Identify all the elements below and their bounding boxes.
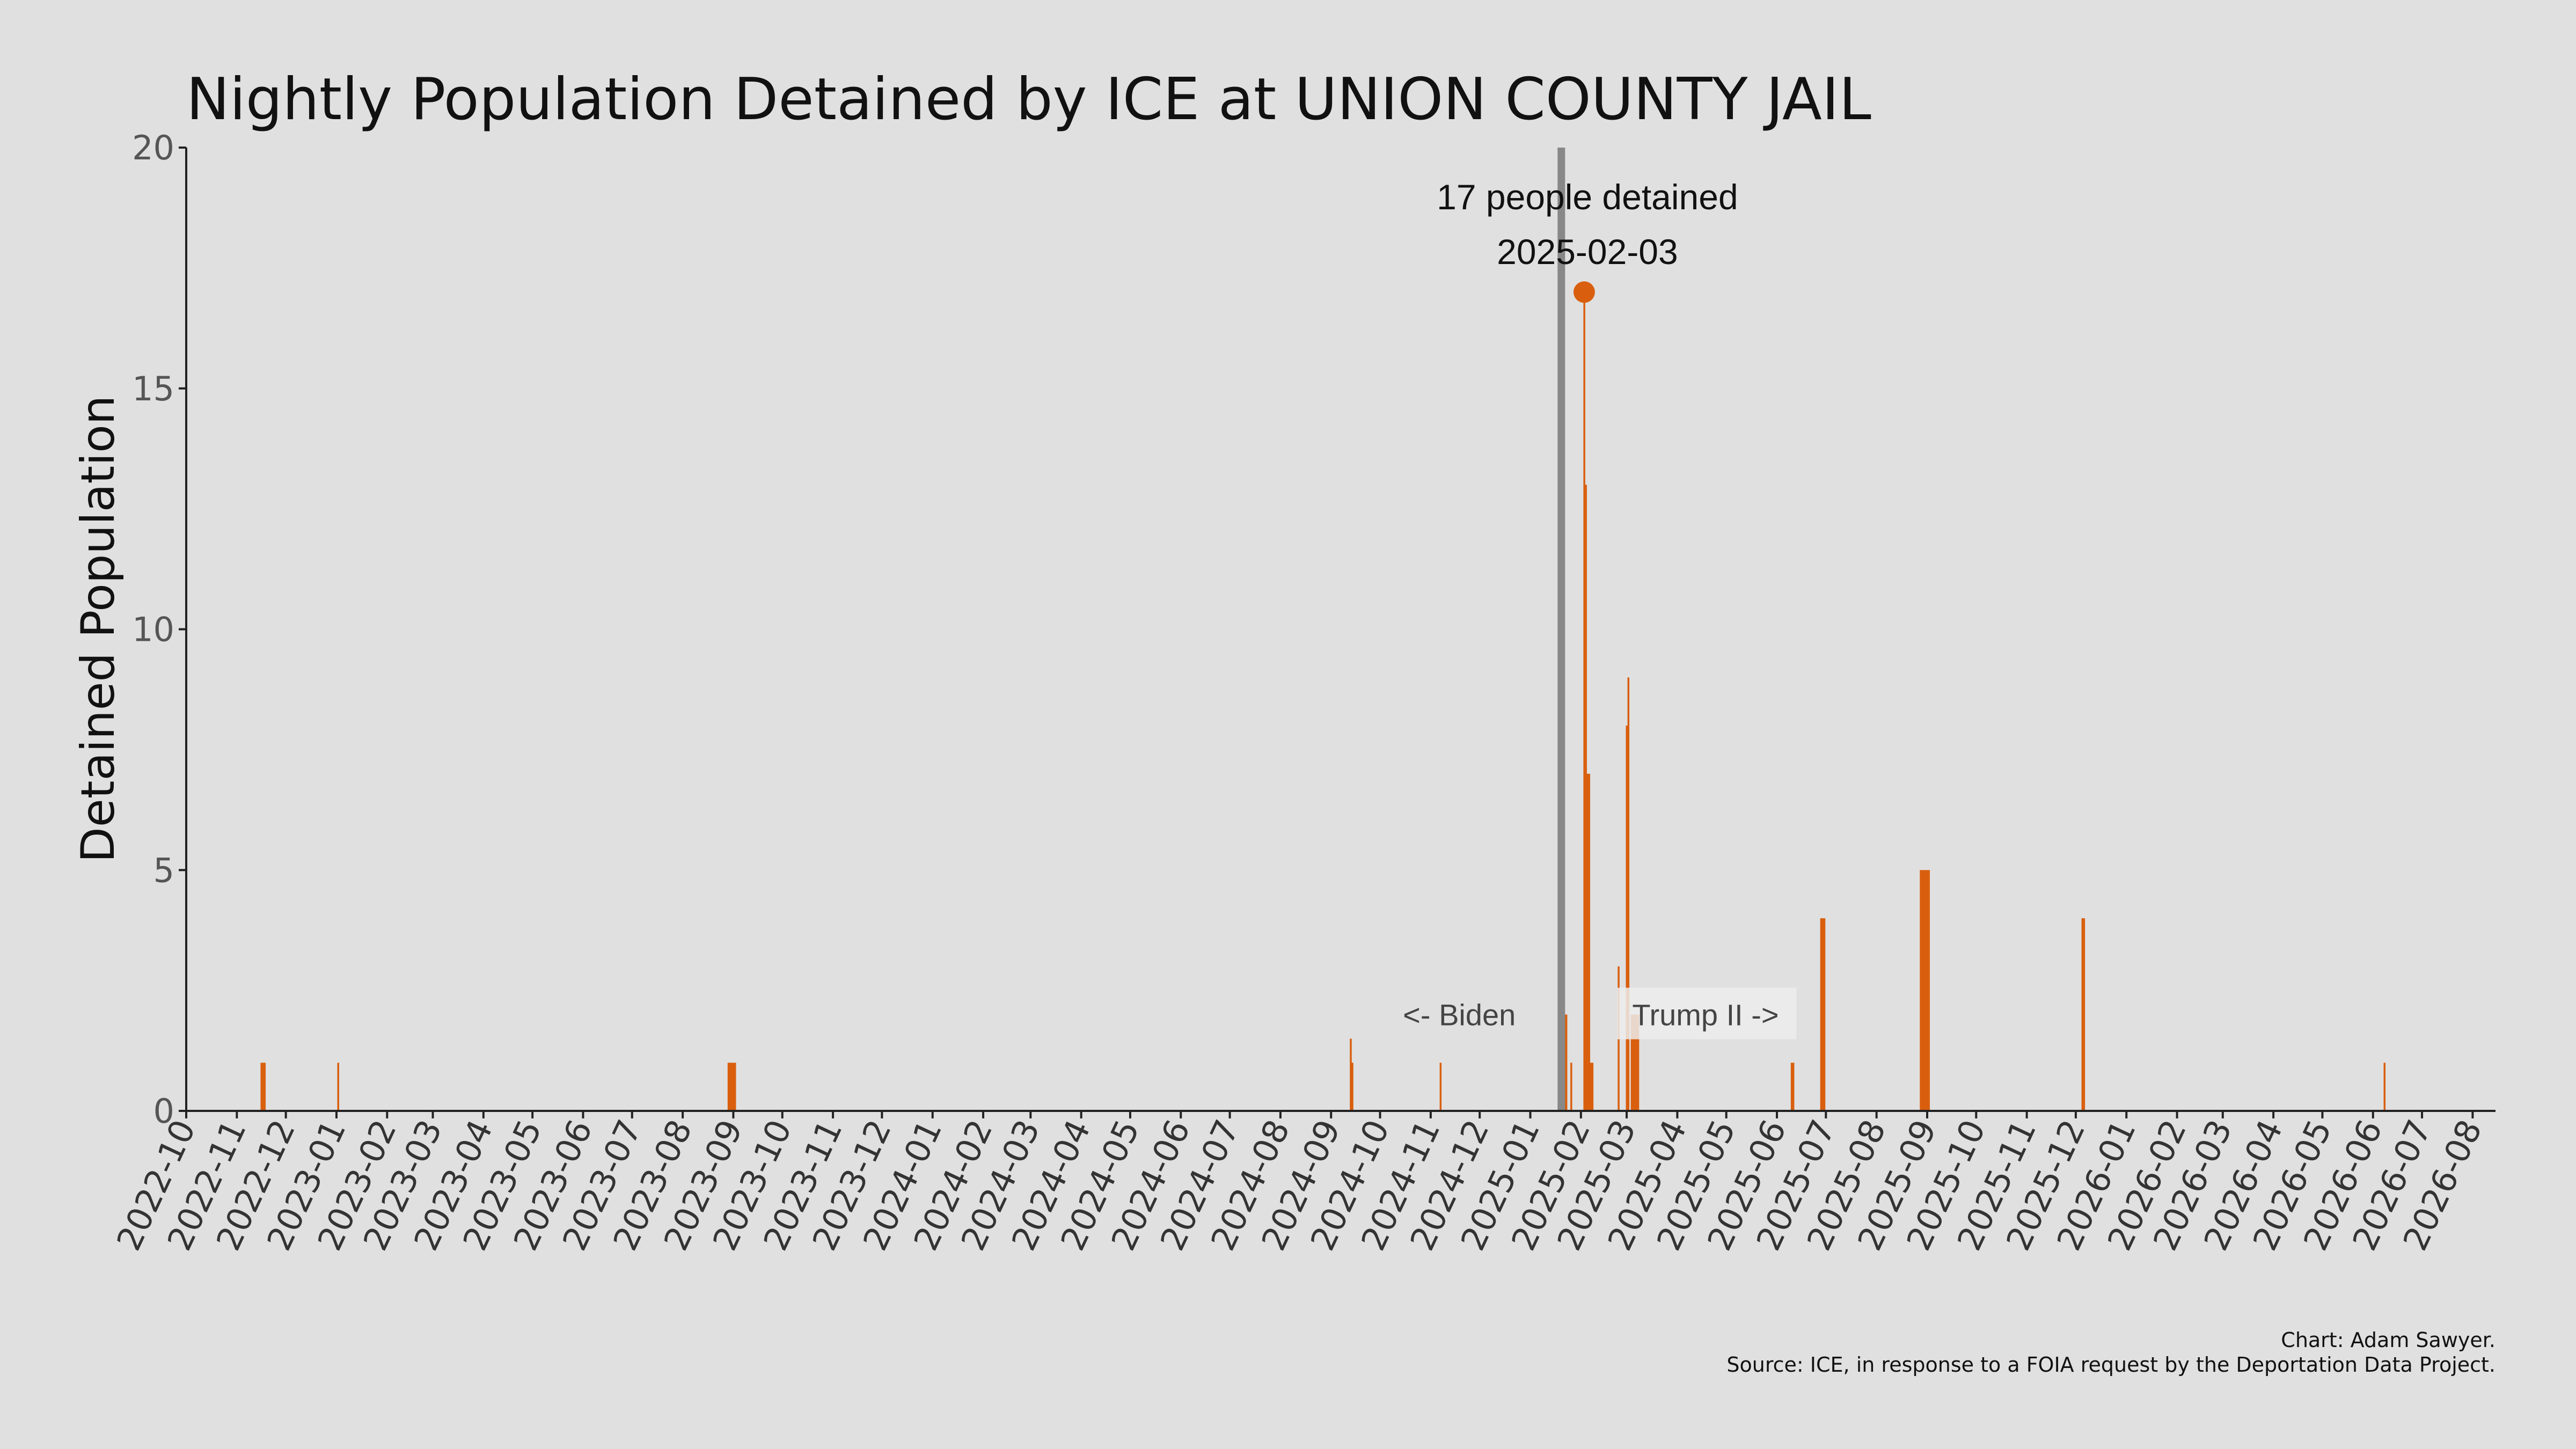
data-bar <box>1923 870 1925 1111</box>
peak-annotation-date: 2025-02-03 <box>1497 232 1678 272</box>
data-bar <box>262 1063 265 1111</box>
data-bar <box>1626 726 1628 1111</box>
data-bar <box>1351 1063 1353 1111</box>
data-bar <box>1350 1038 1352 1111</box>
peak-marker <box>1573 281 1595 303</box>
data-bar <box>1591 1063 1594 1111</box>
data-bar <box>1921 870 1923 1111</box>
data-bar <box>2383 1063 2386 1111</box>
data-bar <box>732 1063 735 1111</box>
data-bar <box>1439 1063 1442 1111</box>
chart-title: Nightly Population Detained by ICE at UN… <box>186 66 1871 133</box>
data-bar <box>1920 870 1922 1111</box>
y-tick-label: 0 <box>153 1092 174 1131</box>
data-bar <box>1928 870 1930 1111</box>
era-label-trump-background <box>1617 987 1797 1040</box>
y-tick-label: 10 <box>132 610 174 649</box>
data-bar <box>1630 1014 1633 1111</box>
data-bar <box>264 1063 266 1111</box>
bars-layer <box>260 292 2386 1111</box>
data-bar <box>1565 1014 1568 1111</box>
annotations-layer: 17 people detained 2025-02-03 <- Biden Trum… <box>1403 177 1797 1040</box>
data-bar <box>1627 677 1630 1111</box>
data-bar <box>260 1063 262 1111</box>
axes-layer <box>185 148 2496 1112</box>
y-tick-label: 15 <box>132 369 174 408</box>
data-bar <box>734 1063 736 1111</box>
credit-source: Source: ICE, in response to a FOIA reque… <box>1726 1353 2496 1377</box>
data-bar <box>1634 1014 1636 1111</box>
data-bar <box>1821 918 1824 1111</box>
y-tick-label: 20 <box>132 128 174 167</box>
data-bar <box>1790 1063 1793 1111</box>
x-ticks: 2022-102022-112022-122023-012023-022023-… <box>109 1111 2490 1256</box>
data-bar <box>1792 1063 1795 1111</box>
data-bar <box>1586 773 1589 1111</box>
data-bar <box>727 1063 730 1111</box>
y-tick-label: 5 <box>153 851 174 890</box>
data-bar <box>1635 1014 1638 1111</box>
data-bar <box>2083 918 2085 1111</box>
data-bar <box>1590 1063 1592 1111</box>
y-ticks: 0 5 10 15 20 <box>132 128 186 1131</box>
data-bar <box>1820 918 1823 1111</box>
data-bar <box>2081 918 2084 1111</box>
data-bar <box>1823 918 1826 1111</box>
data-bar <box>1583 292 1585 1111</box>
era-label-biden: <- Biden <box>1403 998 1516 1032</box>
data-bar <box>337 1063 339 1111</box>
data-bar <box>1570 1063 1572 1111</box>
data-bar <box>1632 1014 1635 1111</box>
peak-annotation-count: 17 people detained <box>1437 177 1738 217</box>
data-bar <box>1926 870 1928 1111</box>
credit-author: Chart: Adam Sawyer. <box>2281 1328 2496 1352</box>
data-bar <box>1588 773 1591 1111</box>
data-bar <box>1637 1014 1640 1111</box>
y-axis-label: Detained Population <box>71 396 125 863</box>
data-bar <box>729 1063 731 1111</box>
data-bar <box>1585 485 1587 1111</box>
data-bar <box>1924 870 1927 1111</box>
era-label-trump: Trump II -> <box>1632 998 1779 1032</box>
data-bar <box>730 1063 733 1111</box>
